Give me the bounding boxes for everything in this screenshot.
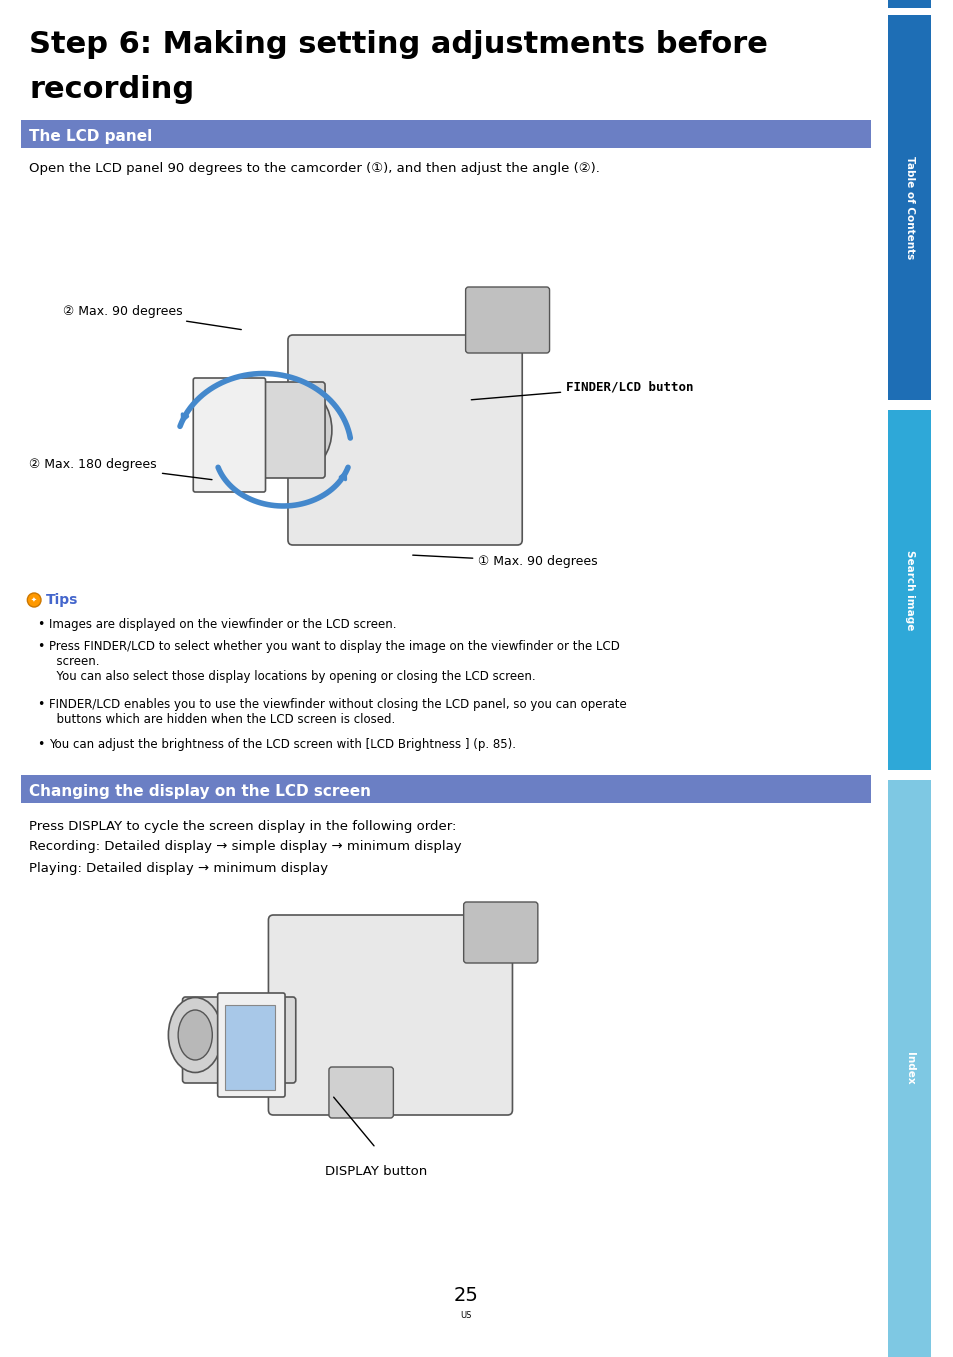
Bar: [22, 775, 870, 803]
Text: ① Max. 90 degrees: ① Max. 90 degrees: [413, 555, 598, 569]
Text: ② Max. 90 degrees: ② Max. 90 degrees: [64, 305, 241, 330]
FancyBboxPatch shape: [465, 286, 549, 353]
Text: Index: Index: [903, 1052, 914, 1084]
Text: Tips: Tips: [46, 593, 78, 607]
Text: Changing the display on the LCD screen: Changing the display on the LCD screen: [30, 783, 371, 798]
Text: •: •: [37, 697, 45, 711]
Text: Images are displayed on the viewfinder or the LCD screen.: Images are displayed on the viewfinder o…: [49, 617, 395, 631]
Text: Table of Contents: Table of Contents: [903, 156, 914, 259]
Text: You can adjust the brightness of the LCD screen with [LCD Brightness ] (p. 85).: You can adjust the brightness of the LCD…: [49, 738, 516, 750]
Bar: [887, 410, 930, 769]
Text: ② Max. 180 degrees: ② Max. 180 degrees: [30, 459, 212, 479]
Bar: [224, 1006, 275, 1090]
FancyBboxPatch shape: [329, 1067, 393, 1118]
Text: •: •: [37, 738, 45, 750]
Text: •: •: [37, 617, 45, 631]
FancyBboxPatch shape: [217, 993, 285, 1096]
Text: Recording: Detailed display → simple display → minimum display: Recording: Detailed display → simple dis…: [30, 840, 461, 854]
Text: US: US: [459, 1311, 471, 1320]
Circle shape: [28, 593, 41, 607]
Bar: [887, 0, 930, 8]
Ellipse shape: [169, 997, 222, 1072]
Ellipse shape: [273, 389, 332, 470]
FancyBboxPatch shape: [193, 379, 265, 493]
Text: Search image: Search image: [903, 550, 914, 630]
Text: •: •: [37, 641, 45, 653]
Bar: [887, 15, 930, 400]
Ellipse shape: [178, 1010, 213, 1060]
Text: recording: recording: [30, 75, 194, 104]
Bar: [887, 780, 930, 1357]
Text: ✦: ✦: [31, 597, 37, 603]
FancyBboxPatch shape: [268, 915, 512, 1115]
Text: Playing: Detailed display → minimum display: Playing: Detailed display → minimum disp…: [30, 862, 328, 875]
FancyBboxPatch shape: [463, 902, 537, 963]
FancyBboxPatch shape: [182, 997, 295, 1083]
Text: FINDER/LCD button: FINDER/LCD button: [471, 380, 693, 400]
Text: FINDER/LCD enables you to use the viewfinder without closing the LCD panel, so y: FINDER/LCD enables you to use the viewfi…: [49, 697, 626, 726]
FancyBboxPatch shape: [288, 335, 521, 546]
Text: 25: 25: [453, 1286, 477, 1305]
Text: Press FINDER/LCD to select whether you want to display the image on the viewfind: Press FINDER/LCD to select whether you w…: [49, 641, 619, 683]
Text: Open the LCD panel 90 degrees to the camcorder (①), and then adjust the angle (②: Open the LCD panel 90 degrees to the cam…: [30, 161, 599, 175]
Text: Press DISPLAY to cycle the screen display in the following order:: Press DISPLAY to cycle the screen displa…: [30, 820, 456, 833]
Text: DISPLAY button: DISPLAY button: [324, 1166, 427, 1178]
Text: The LCD panel: The LCD panel: [30, 129, 152, 144]
Text: Step 6: Making setting adjustments before: Step 6: Making setting adjustments befor…: [30, 30, 767, 58]
FancyBboxPatch shape: [221, 383, 325, 478]
Ellipse shape: [283, 403, 322, 457]
Bar: [22, 119, 870, 148]
